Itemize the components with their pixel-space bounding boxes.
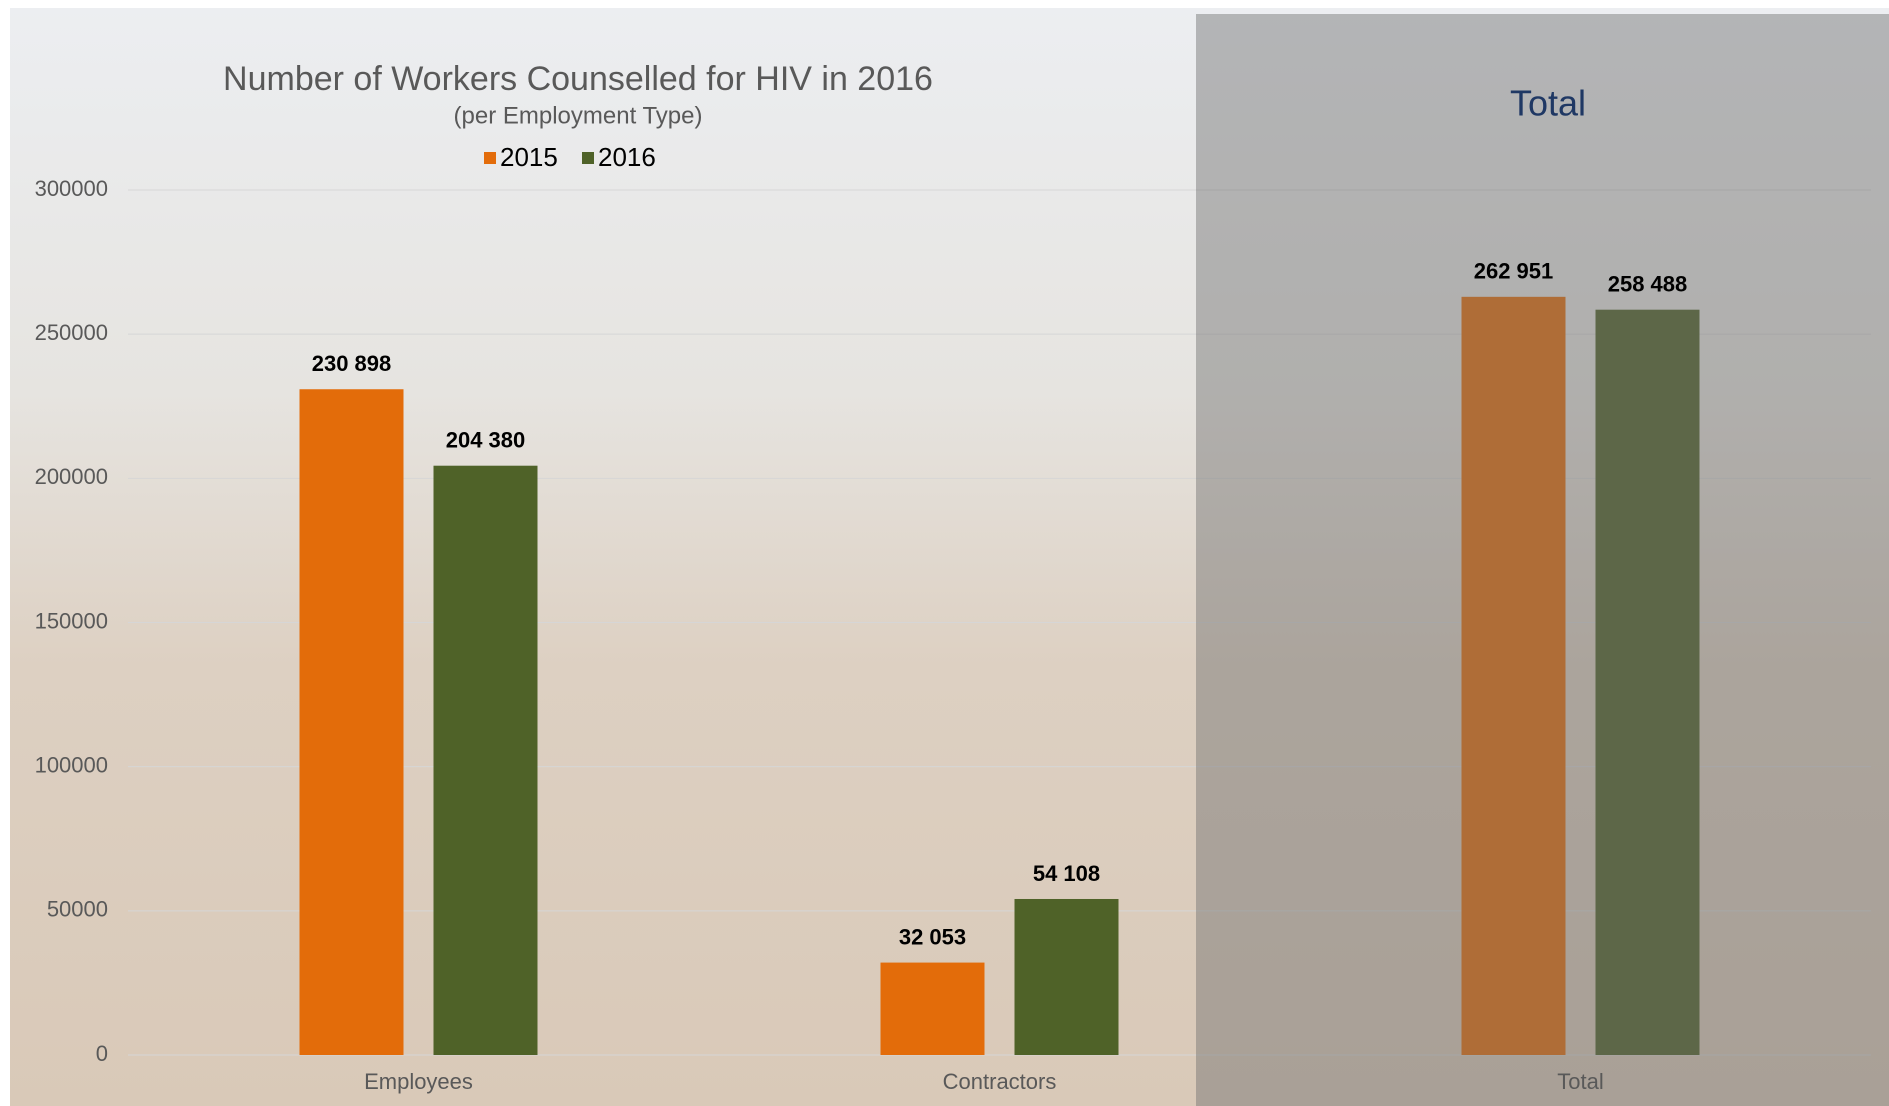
y-tick-label: 300000 bbox=[35, 176, 108, 201]
value-label: 258 488 bbox=[1608, 272, 1688, 297]
value-label: 32 053 bbox=[899, 924, 966, 949]
bar bbox=[433, 465, 538, 1055]
chart-subtitle: (per Employment Type) bbox=[454, 102, 703, 129]
labels: 0 50000 100000 150000 200000 250000 300000 Empl… bbox=[35, 176, 1688, 1094]
total-panel bbox=[1196, 14, 1889, 1106]
panel-title: Total bbox=[1510, 83, 1586, 124]
y-tick-label: 150000 bbox=[35, 608, 108, 633]
value-label: 230 898 bbox=[312, 351, 392, 376]
y-tick-label: 250000 bbox=[35, 320, 108, 345]
value-label: 54 108 bbox=[1033, 861, 1100, 886]
bar bbox=[299, 389, 404, 1055]
bars bbox=[299, 296, 1700, 1056]
x-tick-label: Contractors bbox=[943, 1069, 1057, 1094]
chart-title: Number of Workers Counselled for HIV in … bbox=[223, 60, 933, 98]
y-tick-label: 100000 bbox=[35, 752, 108, 777]
legend-label: 2015 bbox=[500, 142, 558, 172]
bar bbox=[1461, 296, 1566, 1056]
legend-swatch bbox=[484, 152, 496, 164]
bar bbox=[880, 962, 985, 1055]
y-tick-label: 0 bbox=[96, 1041, 108, 1066]
legend-label: 2016 bbox=[598, 142, 656, 172]
bar bbox=[1595, 309, 1700, 1055]
bar bbox=[1014, 898, 1119, 1055]
y-tick-label: 50000 bbox=[47, 897, 108, 922]
value-label: 204 380 bbox=[446, 428, 526, 453]
x-tick-label: Employees bbox=[364, 1069, 473, 1094]
y-tick-label: 200000 bbox=[35, 464, 108, 489]
grid bbox=[128, 189, 1871, 1056]
x-tick-label: Total bbox=[1557, 1069, 1603, 1094]
value-label: 262 951 bbox=[1474, 259, 1554, 284]
legend-swatch bbox=[582, 152, 594, 164]
legend: 2015 2016 bbox=[484, 142, 656, 172]
